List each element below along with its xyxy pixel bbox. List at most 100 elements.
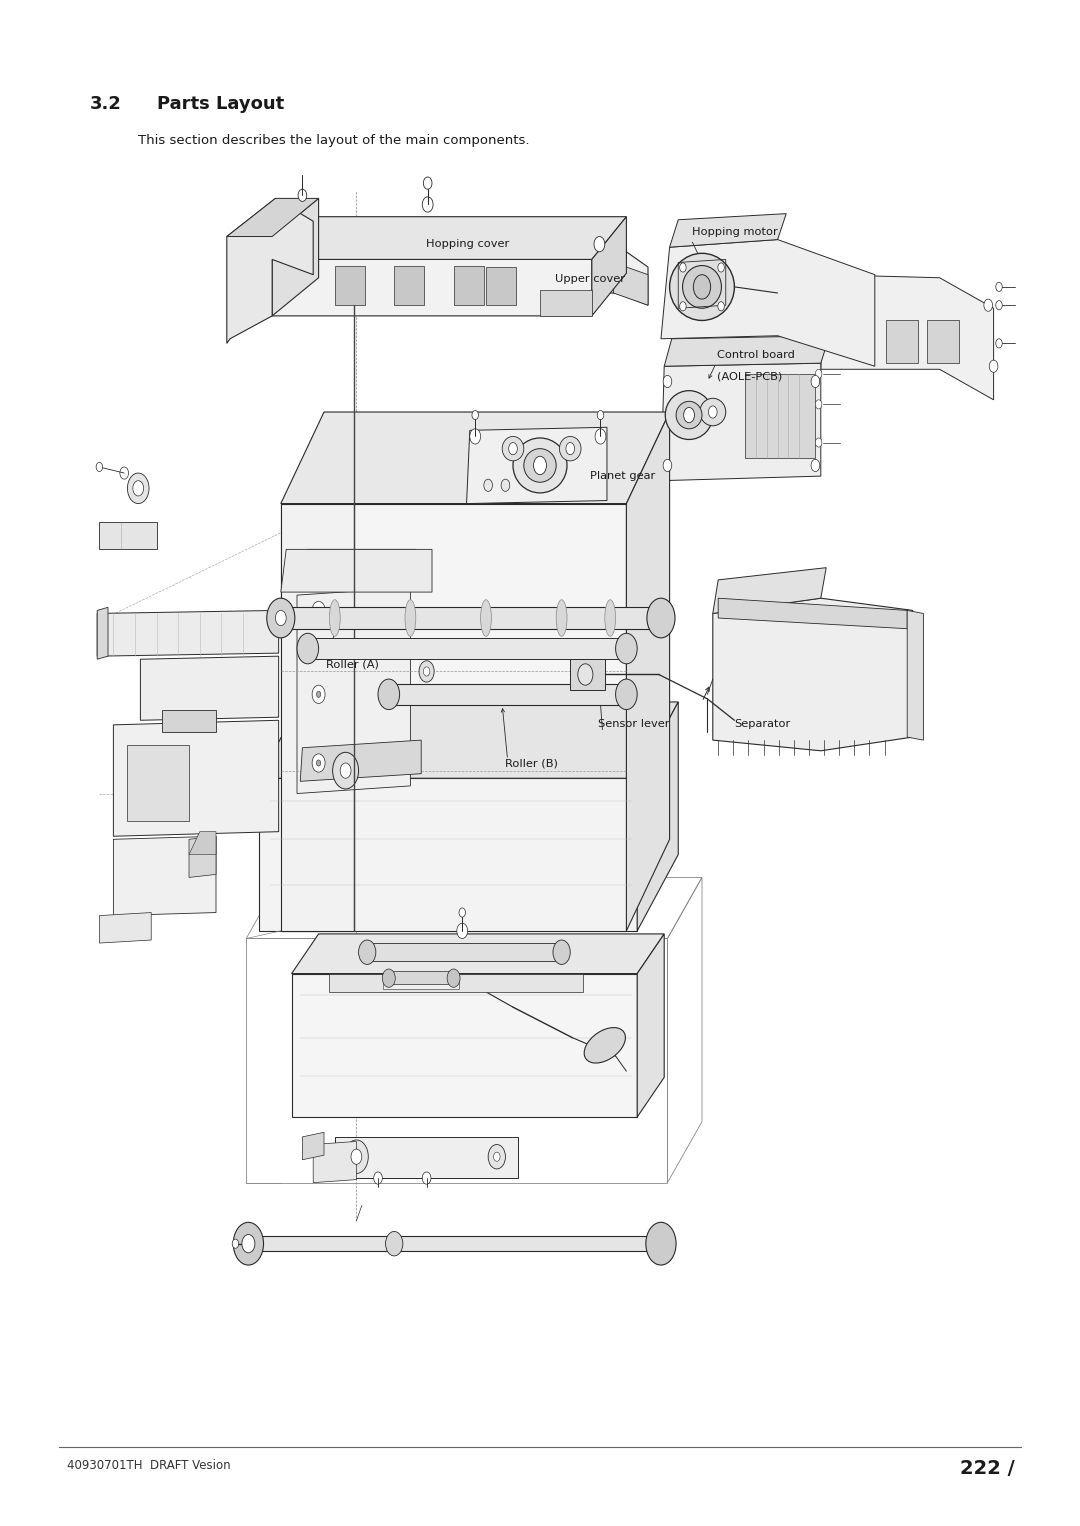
Text: Upper cover: Upper cover [555,273,625,284]
Circle shape [316,607,321,613]
Polygon shape [113,836,216,916]
Ellipse shape [616,633,637,664]
Polygon shape [292,974,637,1117]
Circle shape [679,262,686,272]
Polygon shape [189,836,216,877]
Polygon shape [718,598,907,629]
Ellipse shape [513,438,567,493]
Polygon shape [272,259,592,316]
Circle shape [693,275,711,299]
Circle shape [996,301,1002,310]
Polygon shape [335,1137,518,1178]
Circle shape [718,302,725,311]
Circle shape [663,375,672,388]
Circle shape [996,282,1002,291]
Ellipse shape [676,401,702,429]
Circle shape [423,667,430,676]
Polygon shape [127,745,189,821]
Polygon shape [907,610,923,740]
Ellipse shape [378,679,400,710]
Text: 3.2: 3.2 [90,95,122,113]
Text: Roller (B): Roller (B) [505,758,558,769]
Ellipse shape [267,598,295,638]
Polygon shape [637,934,664,1117]
Circle shape [470,429,481,444]
Circle shape [316,691,321,697]
Ellipse shape [605,600,616,636]
Polygon shape [97,610,279,656]
Text: 222 /: 222 / [960,1459,1015,1477]
Circle shape [679,302,686,311]
Polygon shape [821,275,994,400]
Circle shape [374,1172,382,1184]
Circle shape [578,664,593,685]
Circle shape [312,754,325,772]
Circle shape [333,752,359,789]
Polygon shape [389,971,454,984]
Polygon shape [281,549,432,592]
Polygon shape [661,363,821,481]
Polygon shape [367,943,562,961]
Polygon shape [613,262,648,305]
Ellipse shape [683,266,721,308]
Ellipse shape [584,1027,625,1064]
Ellipse shape [233,1222,264,1265]
Ellipse shape [359,940,376,964]
Circle shape [989,360,998,372]
Polygon shape [97,607,108,659]
Text: Planet gear: Planet gear [590,470,654,481]
Polygon shape [281,412,670,504]
Polygon shape [664,336,829,366]
Circle shape [815,438,822,447]
Polygon shape [281,607,661,629]
Polygon shape [281,504,354,931]
Polygon shape [140,656,279,720]
Circle shape [684,407,694,423]
Polygon shape [592,217,626,316]
Ellipse shape [665,391,713,439]
Polygon shape [227,198,313,343]
Polygon shape [300,740,421,781]
Polygon shape [227,198,319,237]
Text: Roller (A): Roller (A) [326,659,379,670]
Polygon shape [486,267,516,305]
Circle shape [459,908,465,917]
Circle shape [316,760,321,766]
Polygon shape [454,266,484,305]
Circle shape [484,479,492,491]
Polygon shape [99,522,157,549]
Ellipse shape [481,600,491,636]
Circle shape [419,661,434,682]
Polygon shape [661,240,875,366]
Text: Sensor lever: Sensor lever [598,719,670,729]
Polygon shape [394,266,424,305]
Polygon shape [713,568,826,613]
Polygon shape [335,266,365,305]
Circle shape [501,479,510,491]
Circle shape [708,406,717,418]
Circle shape [312,685,325,703]
Circle shape [595,429,606,444]
Polygon shape [248,1236,661,1251]
Circle shape [488,1144,505,1169]
Circle shape [984,299,993,311]
Circle shape [340,763,351,778]
Ellipse shape [297,633,319,664]
Circle shape [566,443,575,455]
Circle shape [133,481,144,496]
Polygon shape [259,702,678,778]
Polygon shape [272,198,319,316]
Circle shape [815,369,822,378]
Polygon shape [626,412,670,931]
Polygon shape [467,427,607,504]
Circle shape [96,462,103,472]
Circle shape [597,410,604,420]
Polygon shape [297,588,410,794]
Ellipse shape [524,449,556,482]
Circle shape [457,923,468,938]
Ellipse shape [329,600,340,636]
Circle shape [312,601,325,620]
Polygon shape [329,974,583,992]
Circle shape [127,473,149,504]
Circle shape [509,443,517,455]
